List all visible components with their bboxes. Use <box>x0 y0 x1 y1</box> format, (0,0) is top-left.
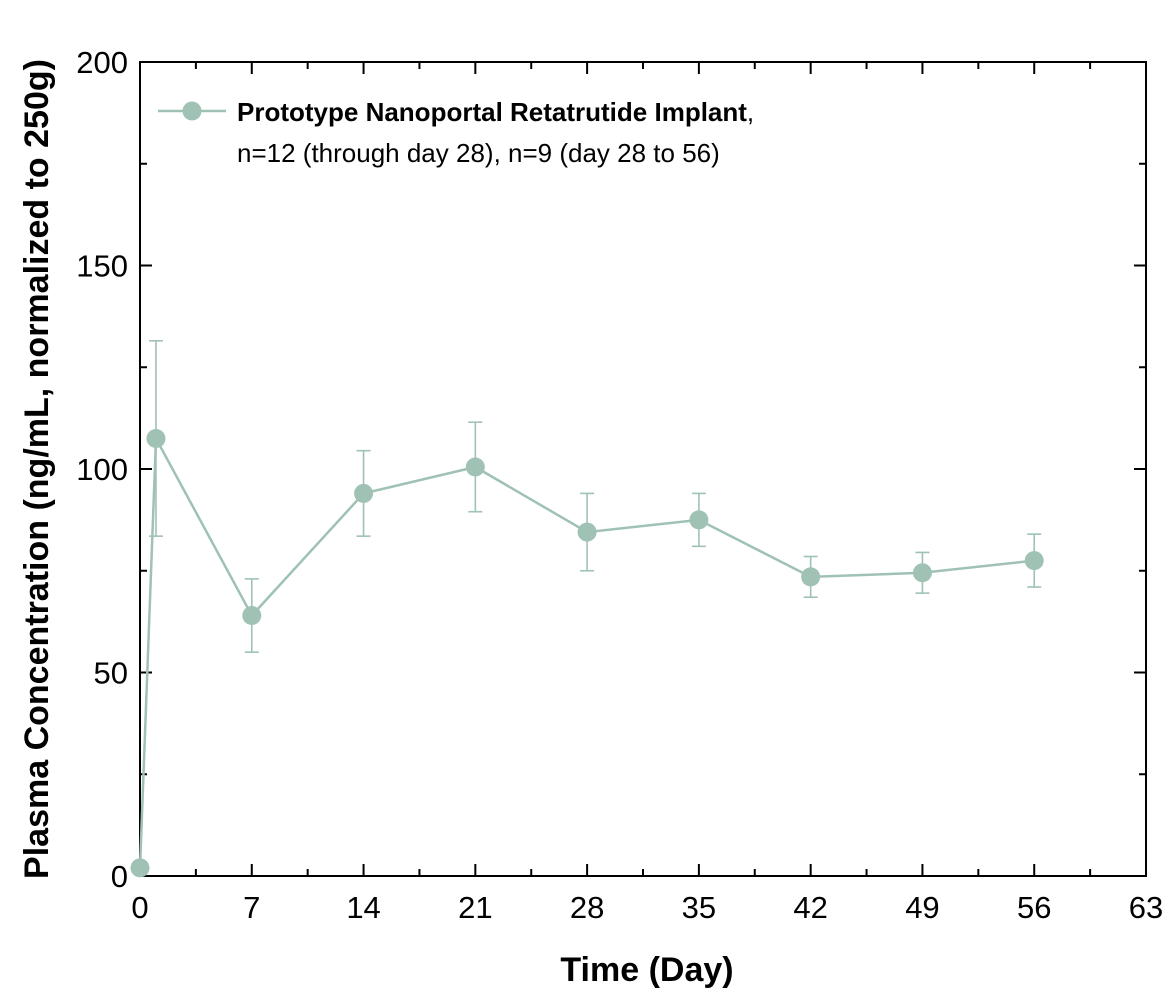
y-tick-label: 200 <box>76 45 128 80</box>
x-tick-label: 28 <box>570 890 604 925</box>
x-tick-label: 63 <box>1129 890 1163 925</box>
x-tick-label: 14 <box>346 890 380 925</box>
x-tick-label: 7 <box>243 890 260 925</box>
data-point <box>242 606 262 626</box>
data-point <box>577 522 597 542</box>
legend-line2: n=12 (through day 28), n=9 (day 28 to 56… <box>237 138 720 168</box>
x-tick-label: 42 <box>793 890 827 925</box>
y-tick-label: 100 <box>76 452 128 487</box>
legend-comma: , <box>747 97 754 127</box>
y-tick-label: 150 <box>76 249 128 284</box>
x-tick-label: 35 <box>682 890 716 925</box>
legend-marker <box>182 101 202 121</box>
data-point <box>465 457 485 477</box>
data-point <box>146 428 166 448</box>
data-point <box>801 567 821 587</box>
x-tick-label: 56 <box>1017 890 1051 925</box>
plot-frame <box>139 61 1147 877</box>
legend-series-name: Prototype Nanoportal Retatrutide Implant <box>237 97 747 127</box>
data-point <box>130 858 150 878</box>
data-point <box>354 483 374 503</box>
y-axis-title: Plasma Concentration (ng/mL, normalized … <box>18 59 56 879</box>
data-point <box>912 563 932 583</box>
series-line <box>138 433 1035 868</box>
x-tick-label: 21 <box>458 890 492 925</box>
legend: Prototype Nanoportal Retatrutide Implant… <box>158 97 754 168</box>
data-point <box>1024 551 1044 571</box>
y-tick-label: 50 <box>94 656 128 691</box>
x-tick-label: 0 <box>131 890 148 925</box>
x-tick-label: 49 <box>905 890 939 925</box>
data-point <box>689 510 709 530</box>
x-axis-title: Time (Day) <box>560 951 733 989</box>
legend-entry: Prototype Nanoportal Retatrutide Implant… <box>237 97 754 127</box>
y-tick-label: 0 <box>111 859 128 894</box>
